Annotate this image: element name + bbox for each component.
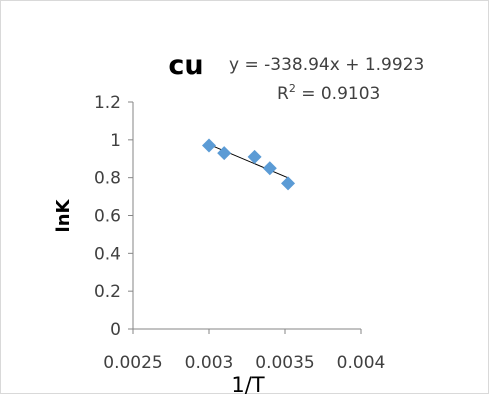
trendline-r-squared: R2 = 0.9103: [277, 82, 380, 104]
data-points: [202, 138, 296, 191]
y-tick-label: 1.2: [94, 93, 121, 113]
r-squared-power: 2: [289, 82, 296, 95]
r-squared-value: = 0.9103: [296, 84, 381, 104]
axes: [128, 101, 362, 334]
y-tick-label: 0.8: [94, 169, 121, 189]
y-tick-label: 0: [110, 320, 121, 340]
y-axis-label: lnK: [53, 198, 74, 232]
x-tick-label: 0.004: [337, 353, 386, 373]
y-tick-label: 0.2: [94, 282, 121, 302]
data-point: [262, 161, 277, 176]
data-point: [217, 146, 232, 161]
trendline-equation: y = -338.94x + 1.9923: [229, 55, 424, 75]
x-tick-label: 0.003: [185, 353, 234, 373]
x-axis-label: 1/T: [231, 373, 264, 395]
y-tick-label: 0.4: [94, 244, 121, 264]
r-squared-prefix: R: [277, 84, 289, 104]
tick-labels: 0 0.2 0.4 0.6 0.8 1 1.2 0.0025 0.003 0.0035 0.004: [94, 93, 385, 373]
y-tick-label: 0.6: [94, 207, 121, 227]
y-tick-label: 1: [110, 131, 121, 151]
x-tick-label: 0.0025: [103, 353, 162, 373]
data-point: [281, 176, 296, 191]
chart-title: cu: [168, 50, 203, 81]
x-tick-label: 0.0035: [255, 353, 314, 373]
data-point: [202, 138, 216, 153]
data-point: [247, 149, 262, 164]
